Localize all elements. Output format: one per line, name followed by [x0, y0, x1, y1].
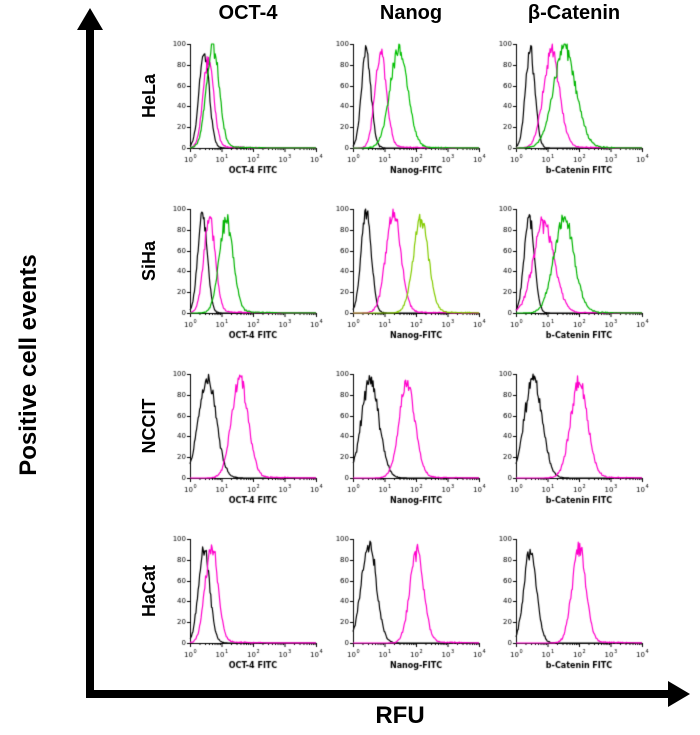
row-label-hacat: HaCat — [139, 565, 159, 618]
row-label-nccit: NCCIT — [139, 398, 159, 454]
y-axis-arrowhead-icon — [77, 8, 103, 30]
y-axis-label: Positive cell events — [15, 254, 42, 476]
panel-grid — [168, 36, 668, 686]
row-label-siha: SiHa — [139, 240, 159, 282]
column-header-nanog: Nanog — [379, 2, 443, 24]
flow-panel-hela-nanog — [331, 36, 491, 178]
flow-panel-nccit-nanog — [331, 366, 491, 508]
flow-panel-hela-bcatenin — [494, 36, 654, 178]
flow-panel-hacat-nanog — [331, 531, 491, 673]
flow-panel-siha-bcatenin — [494, 201, 654, 343]
flow-panel-hacat-oct4 — [168, 531, 328, 673]
row-label-hela: HeLa — [139, 74, 159, 119]
flow-panel-hela-oct4 — [168, 36, 328, 178]
flow-panel-nccit-oct4 — [168, 366, 328, 508]
flow-panel-siha-nanog — [331, 201, 491, 343]
flow-panel-siha-oct4 — [168, 201, 328, 343]
y-axis-arrow — [86, 28, 94, 694]
x-axis-arrowhead-icon — [668, 681, 690, 707]
flow-panel-nccit-bcatenin — [494, 366, 654, 508]
flow-panel-hacat-bcatenin — [494, 531, 654, 673]
column-header-oct4: OCT-4 — [218, 2, 278, 24]
x-axis-arrow — [86, 690, 670, 698]
x-axis-label: RFU — [375, 702, 425, 729]
column-header-bcatenin: β-Catenin — [527, 2, 621, 24]
